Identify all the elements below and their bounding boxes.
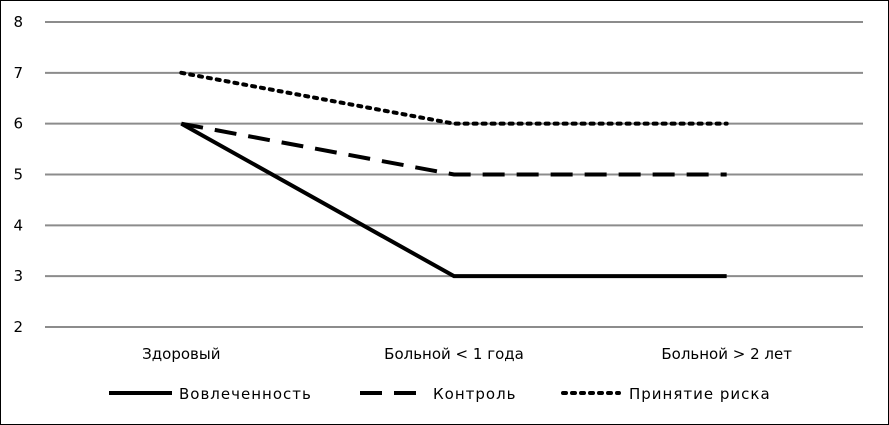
y-tick-label: 6 — [13, 115, 23, 133]
series-line-2 — [180, 121, 727, 177]
y-tick-label: 8 — [13, 13, 23, 31]
legend-label: Вовлеченность — [179, 385, 312, 403]
y-tick-label: 5 — [13, 166, 23, 184]
series-lines — [179, 70, 729, 279]
series-line-3 — [179, 70, 729, 126]
y-axis-ticks: 2 3 4 5 6 7 8 — [13, 13, 23, 336]
y-tick-label: 7 — [13, 64, 23, 82]
x-tick-label: Больной > 2 лет — [661, 345, 792, 363]
x-tick-label: Здоровый — [142, 345, 220, 363]
y-tick-label: 2 — [13, 318, 23, 336]
legend-label: Принятие риска — [629, 385, 771, 403]
y-tick-label: 3 — [13, 267, 23, 285]
x-tick-label: Больной < 1 года — [384, 345, 524, 363]
legend-label: Контроль — [433, 385, 517, 403]
x-axis-ticks: Здоровый Больной < 1 года Больной > 2 лет — [142, 345, 792, 363]
series-line-1 — [180, 121, 727, 279]
y-tick-label: 4 — [13, 216, 23, 234]
legend: Вовлеченность Контроль Принятие риска — [109, 385, 771, 403]
